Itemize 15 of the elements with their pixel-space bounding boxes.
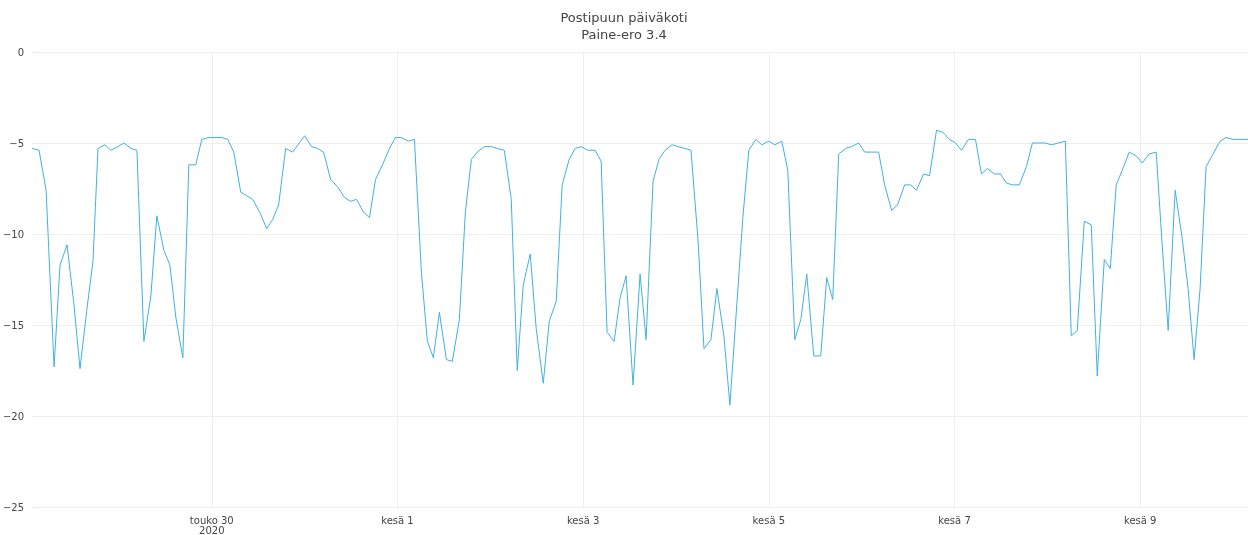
x-tick-label: kesä 1 xyxy=(381,514,414,526)
x-tick-label: kesä 7 xyxy=(938,514,971,526)
x-tick-label: kesä 3 xyxy=(566,514,600,526)
x-tick-label: kesä 5 xyxy=(752,514,786,526)
y-tick-label: −15 xyxy=(2,319,25,331)
y-tick-label: −5 xyxy=(9,137,25,149)
y-tick-label: 0 xyxy=(17,46,25,58)
y-tick-label: −25 xyxy=(2,501,25,513)
line-series xyxy=(31,129,1248,406)
y-tick-label: −10 xyxy=(2,228,25,240)
chart-title: Postipuun päiväkoti xyxy=(560,10,688,25)
y-tick-label: −20 xyxy=(2,410,25,422)
x-tick-label: kesä 9 xyxy=(1123,514,1157,526)
x-tick-label: touko 30 2020 xyxy=(189,514,234,535)
chart-subtitle: Paine-ero 3.4 xyxy=(581,27,667,42)
